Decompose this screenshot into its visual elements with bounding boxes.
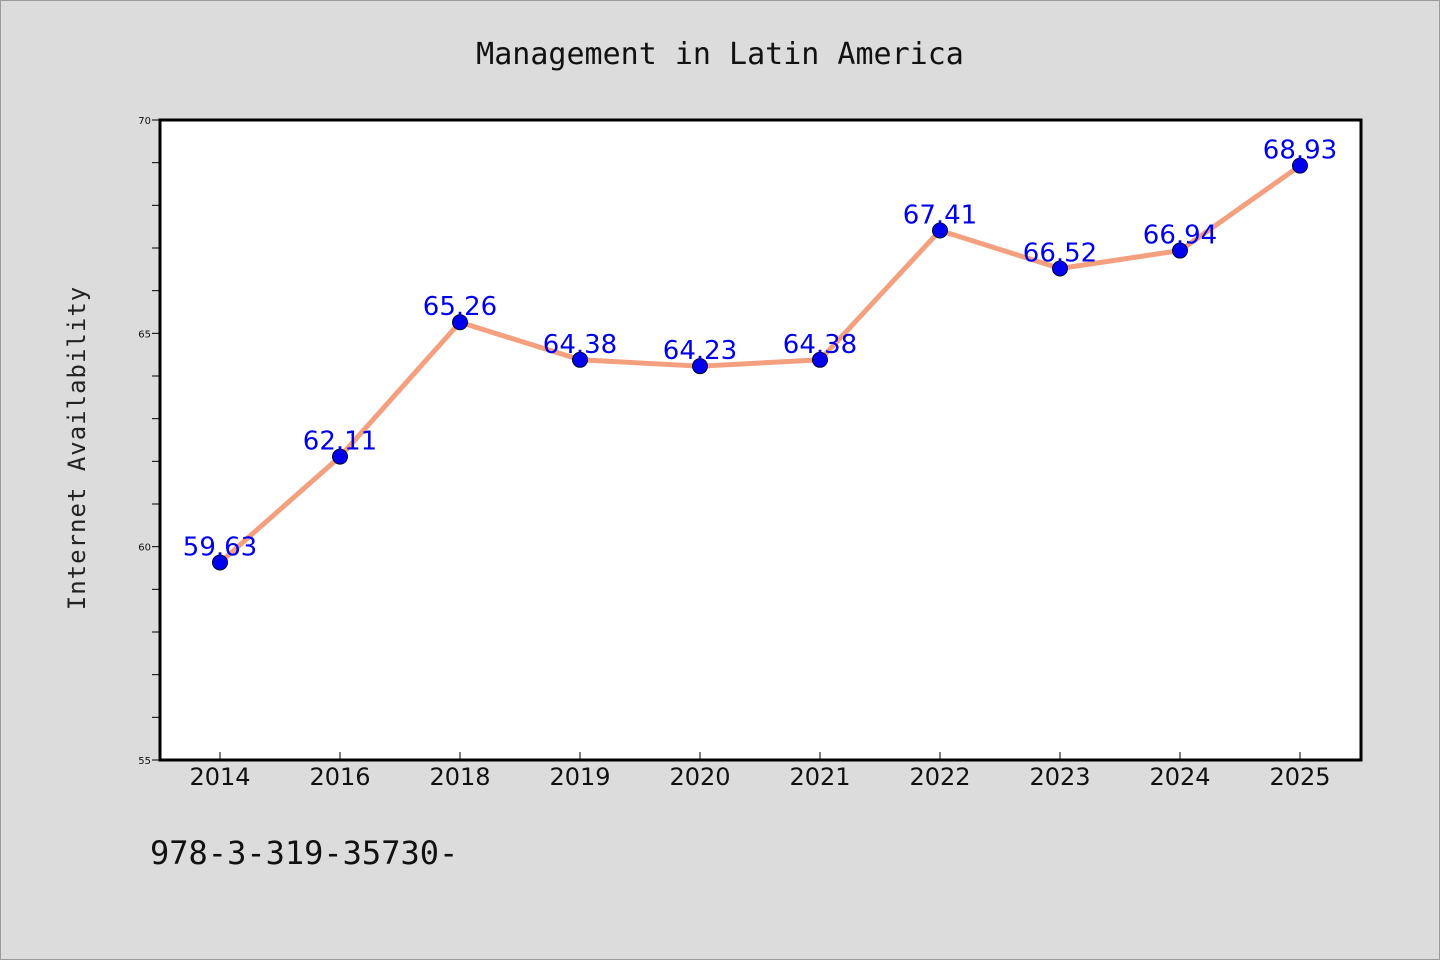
data-label: 62.11: [303, 427, 377, 457]
data-point: [572, 351, 588, 368]
y-tick-label: 65: [138, 329, 151, 340]
x-tick-label: 2020: [669, 763, 730, 791]
data-point: [1172, 242, 1188, 259]
x-tick-label: 2018: [429, 763, 490, 791]
x-tick-label: 2019: [549, 763, 610, 791]
x-tick-label: 2023: [1029, 763, 1090, 791]
data-label: 67.41: [903, 201, 977, 231]
data-point: [1292, 157, 1308, 174]
data-point: [1052, 260, 1068, 277]
x-tick-label: 2016: [309, 763, 370, 791]
data-point: [812, 351, 828, 368]
data-label: 64.38: [783, 330, 857, 360]
data-point: [692, 358, 708, 375]
data-labels: 59.63 62.11 65.26 64.38 64.23 64.38 67.41 66.52…: [183, 136, 1337, 563]
data-point: [212, 554, 228, 571]
data-label: 59.63: [183, 532, 257, 562]
plot-border: [158, 118, 1363, 762]
y-tick-label: 70: [138, 116, 151, 127]
data-point: [932, 222, 948, 239]
x-tick-label: 2024: [1149, 763, 1210, 791]
data-label: 66.94: [1143, 221, 1217, 251]
plot-area: [160, 120, 1361, 760]
y-tick-label: 55: [138, 756, 151, 767]
data-label: 68.93: [1263, 136, 1337, 166]
x-axis-ticks: 2014 2016 2018 2019 2020 2021 2022 2023 2024 2025: [189, 752, 1331, 791]
data-label: 64.38: [543, 330, 617, 360]
x-tick-label: 2022: [909, 763, 970, 791]
data-label: 66.52: [1023, 238, 1097, 268]
data-point: [452, 314, 468, 331]
footnote-text: 978-3-319-35730-: [150, 834, 458, 872]
y-axis-ticks: 55 60 65 70: [138, 116, 160, 767]
y-axis-label: Internet Availability: [63, 286, 91, 610]
series-layer: [212, 157, 1308, 571]
chart-title: Management in Latin America: [476, 37, 964, 72]
series-line: [217, 163, 1303, 565]
x-tick-label: 2021: [789, 763, 850, 791]
data-label: 64.23: [663, 336, 737, 366]
x-tick-label: 2025: [1269, 763, 1330, 791]
data-label: 65.26: [423, 292, 497, 322]
x-tick-label: 2014: [189, 763, 250, 791]
y-tick-label: 60: [138, 543, 151, 554]
data-point: [332, 448, 348, 465]
